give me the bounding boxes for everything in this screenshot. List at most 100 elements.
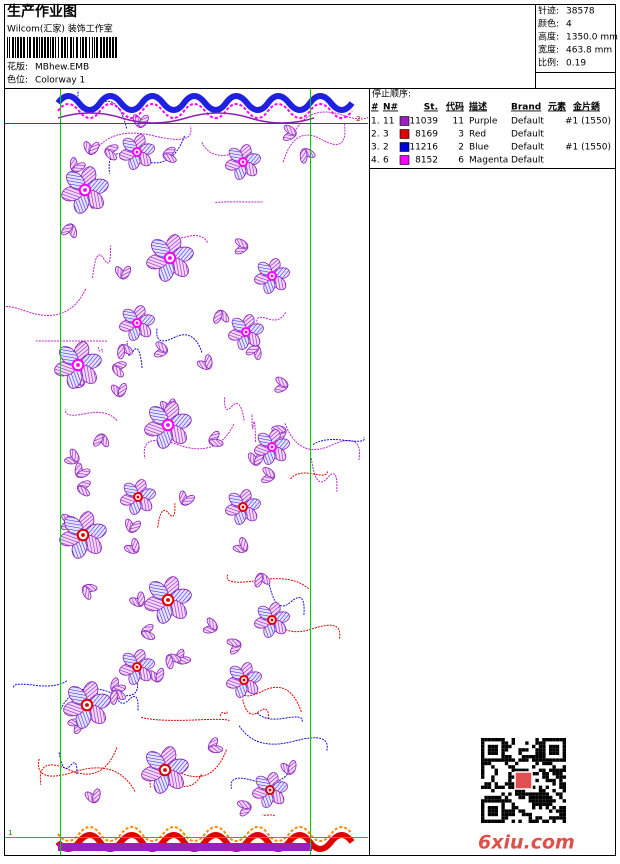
qr-module <box>501 786 504 789</box>
qr-module <box>501 741 504 744</box>
flower-dot <box>271 275 274 278</box>
qr-module <box>549 762 552 765</box>
qr-module <box>512 741 515 744</box>
qr-module <box>498 786 501 789</box>
qr-module <box>546 772 549 775</box>
bar <box>89 37 90 58</box>
flower-dot <box>81 533 85 537</box>
qr-module <box>529 820 532 823</box>
qr-module <box>481 758 484 761</box>
qr-module <box>539 755 542 758</box>
qr-module <box>529 813 532 816</box>
vine <box>243 699 269 720</box>
qr-module <box>539 789 542 792</box>
qr-module <box>512 758 515 761</box>
qr-module <box>508 772 511 775</box>
qr-module <box>546 806 549 809</box>
qr-module <box>559 813 562 816</box>
colorway: Colorway 1 <box>35 76 85 86</box>
stat-label: 高度: <box>538 31 559 43</box>
qr-module <box>518 796 521 799</box>
vine <box>220 711 227 716</box>
qr-module <box>546 803 549 806</box>
qr-module <box>508 809 511 812</box>
qr-module <box>481 775 484 778</box>
code: 11 <box>453 117 464 127</box>
bar <box>9 37 10 58</box>
bow <box>281 123 298 143</box>
vine <box>14 681 67 688</box>
vine <box>141 717 229 721</box>
marker: 1 <box>8 829 12 837</box>
vine <box>263 815 275 816</box>
vine <box>239 726 327 752</box>
bow <box>122 517 144 536</box>
qr-module <box>501 738 504 741</box>
qr-module <box>481 816 484 819</box>
bow <box>234 237 250 256</box>
qr-module <box>549 779 552 782</box>
qr-module <box>539 816 542 819</box>
qr-module <box>546 738 549 741</box>
qr-module <box>559 775 562 778</box>
qr-module <box>542 738 545 741</box>
qr-module <box>552 738 555 741</box>
stitches: 8152 <box>415 156 438 166</box>
qr-module <box>542 799 545 802</box>
qr-module <box>535 741 538 744</box>
qr-module <box>532 799 535 802</box>
qr-module <box>532 758 535 761</box>
column-header: 描述 <box>469 101 487 113</box>
bow <box>235 796 255 818</box>
bar <box>29 37 31 58</box>
qr-module <box>549 745 552 748</box>
qr-module <box>501 792 504 795</box>
qr-module <box>552 799 555 802</box>
loop <box>226 638 241 648</box>
vine <box>225 397 245 421</box>
qr-module <box>495 796 498 799</box>
qr-module <box>501 813 504 816</box>
flower <box>224 143 262 181</box>
qr-module <box>563 752 566 755</box>
qr-module <box>505 799 508 802</box>
qr-module <box>546 786 549 789</box>
qr-module <box>542 769 545 772</box>
stop-sequence-title: 停止顺序: <box>372 88 411 100</box>
qr-module <box>491 806 494 809</box>
vine <box>311 458 337 491</box>
bow <box>224 634 245 657</box>
design-preview <box>0 90 372 851</box>
brand: Default <box>511 156 544 166</box>
needle: 11 <box>383 117 394 127</box>
bow <box>102 141 120 162</box>
qr-module <box>488 748 491 751</box>
qr-module <box>542 762 545 765</box>
bar <box>100 37 102 58</box>
flower-dot <box>83 188 87 192</box>
barcode <box>7 37 117 58</box>
qr-module <box>552 745 555 748</box>
flower-dot <box>269 789 272 792</box>
qr-module <box>535 758 538 761</box>
qr-module <box>488 738 491 741</box>
flower <box>227 313 265 351</box>
code: 2 <box>458 143 464 153</box>
bar <box>106 37 108 58</box>
qr-module <box>488 745 491 748</box>
qr-module <box>539 792 542 795</box>
vine <box>313 437 364 444</box>
qr-module <box>522 755 525 758</box>
needle: 2 <box>383 143 389 153</box>
vine <box>285 423 360 460</box>
code: 3 <box>458 130 464 140</box>
qr-module <box>559 738 562 741</box>
qr-module <box>518 809 521 812</box>
qr-module <box>495 809 498 812</box>
vine <box>257 713 302 722</box>
bar <box>27 37 28 58</box>
qr-module <box>559 796 562 799</box>
qr-module <box>515 792 518 795</box>
bow <box>200 615 221 638</box>
qr-module <box>488 809 491 812</box>
